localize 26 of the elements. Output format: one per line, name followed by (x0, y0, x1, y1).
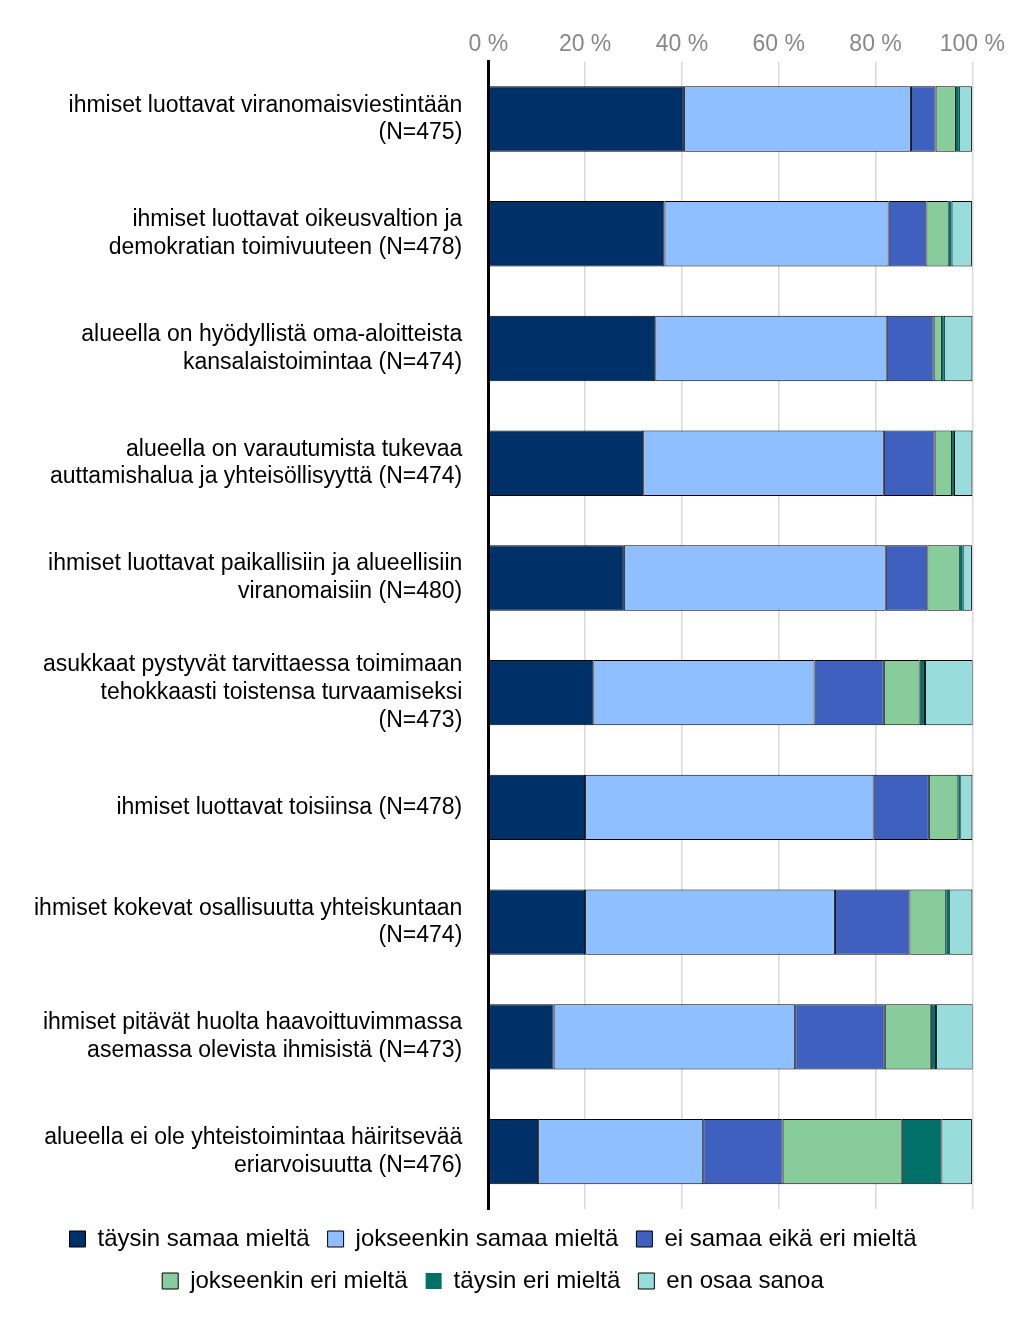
y-tick-label: ihmiset kokevat osallisuutta yhteiskuntaan (N=474) (33, 893, 463, 948)
bar (959, 545, 963, 611)
x-tick-label: 20 % (558, 30, 612, 57)
bar (948, 201, 952, 267)
y-tick-label: ihmiset luottavat oikeusvaltion ja demokratian toimivuuteen (N=478) (108, 205, 463, 259)
bar (946, 889, 950, 955)
legend-label: jokseenkin samaa mieltä (354, 1223, 620, 1251)
y-tick-label: alueella on hyödyllistä oma-aloitteista kansalaistoimintaa (N=474) (81, 319, 463, 374)
y-tick-label: asukkaat pystyvät tarvittaessa toimimaan tehokkaasti toistensa turvaamiseksi (N=473) (42, 650, 463, 732)
legend-label: ei samaa eikä eri mieltä (664, 1223, 918, 1251)
x-tick-label: 0 % (468, 30, 509, 57)
legend-label: jokseenkin eri mieltä (189, 1265, 409, 1293)
y-tick-label: alueella on varautumista tukevaa auttamishalua ja yhteisöllisyyttä (N=474) (49, 434, 463, 489)
y-tick-label: ihmiset pitävät huolta haavoittuvimmassa asemassa olevista ihmisistä (N=473) (42, 1008, 463, 1063)
legend-label: en osaa sanoa (666, 1265, 825, 1293)
y-tick-label: ihmiset luottavat viranomaisviestintään (N=475) (68, 90, 463, 145)
x-tick-label: 60 % (752, 30, 805, 57)
x-tick-label: 40 % (655, 30, 709, 57)
legend-label: täysin eri mieltä (453, 1265, 621, 1293)
legend-label: täysin samaa mieltä (97, 1223, 311, 1251)
y-tick-label: alueella ei ole yhteistoimintaa häiritsevää eriarvoisuutta (N=476) (44, 1123, 463, 1177)
y-tick-label: ihmiset luottavat paikallisiin ja alueellisiin viranomaisiin (N=480) (48, 549, 463, 604)
x-tick-label: 80 % (849, 30, 902, 57)
bar (955, 86, 959, 152)
x-tick-label: 100 % (939, 30, 1005, 57)
y-tick-label: ihmiset luottavat toisiinsa (N=478) (116, 792, 463, 819)
